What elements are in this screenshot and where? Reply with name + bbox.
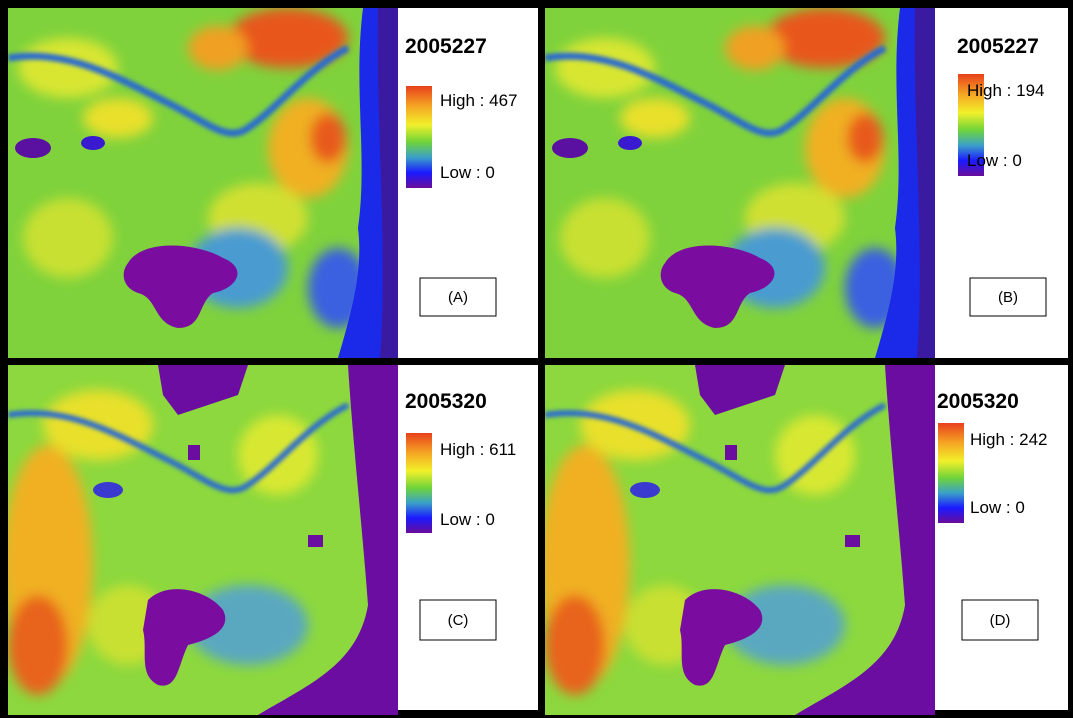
panel-label: (A): [448, 289, 468, 306]
legend-low: Low : 0: [970, 498, 1025, 517]
panel: 2005320 High : 242 Low : 0 (D): [540, 365, 1068, 715]
panel: 2005227 High : 467 Low : 0 (A): [8, 8, 538, 358]
label-box: [969, 277, 1047, 317]
panel-label: (C): [448, 612, 469, 629]
label-box: [419, 599, 497, 641]
color-ramp: [938, 423, 964, 523]
map: [545, 8, 935, 358]
legend-title: 2005227: [957, 35, 1039, 58]
color-ramp: [406, 433, 432, 533]
map: [3, 365, 398, 715]
legend-high: High : 242: [970, 430, 1048, 449]
legend-high: High : 194: [967, 81, 1045, 100]
legend-high: High : 467: [440, 91, 518, 110]
legend-high: High : 611: [440, 440, 516, 459]
panel: 2005227 High : 194 Low : 0 (B): [545, 8, 1068, 358]
map: [8, 8, 398, 358]
label-box: [961, 599, 1039, 641]
color-ramp: [958, 74, 984, 176]
legend-title: 2005320: [405, 390, 487, 413]
color-ramp: [406, 86, 432, 188]
legend-title: 2005320: [937, 390, 1019, 413]
legend-low: Low : 0: [440, 163, 495, 182]
legend-low: Low : 0: [967, 151, 1022, 170]
panel-label: (B): [998, 289, 1018, 306]
panel-label: (D): [990, 612, 1011, 629]
panel: 2005320 High : 611 Low : 0 (C): [3, 365, 538, 715]
label-box: [419, 277, 497, 317]
legend-title: 2005227: [405, 35, 487, 58]
map: [540, 365, 935, 715]
legend-low: Low : 0: [440, 510, 495, 529]
